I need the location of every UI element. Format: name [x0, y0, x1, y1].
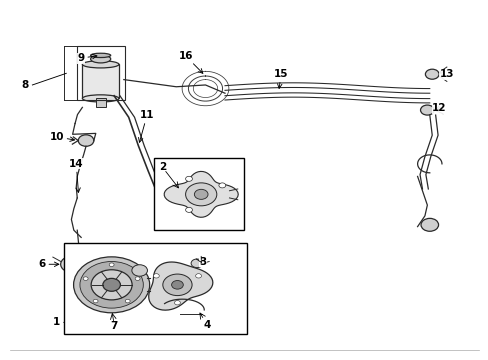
Text: 12: 12 — [431, 103, 446, 113]
Circle shape — [83, 277, 88, 280]
Circle shape — [163, 274, 192, 296]
Circle shape — [425, 69, 438, 79]
Text: 1: 1 — [53, 317, 108, 328]
Circle shape — [73, 257, 149, 313]
Circle shape — [102, 278, 120, 291]
Circle shape — [109, 263, 114, 266]
Ellipse shape — [82, 95, 119, 102]
Text: 9: 9 — [78, 53, 97, 63]
Circle shape — [93, 299, 98, 303]
Text: 3: 3 — [199, 257, 206, 266]
Polygon shape — [164, 171, 238, 217]
Bar — [96, 98, 105, 107]
Text: 2: 2 — [159, 162, 166, 172]
Bar — [154, 158, 244, 230]
Circle shape — [78, 135, 94, 146]
Text: 7: 7 — [110, 321, 118, 331]
Text: 6: 6 — [39, 259, 59, 269]
Ellipse shape — [90, 55, 110, 63]
Text: 13: 13 — [438, 69, 453, 79]
Circle shape — [66, 261, 76, 268]
Polygon shape — [148, 262, 212, 310]
Text: 15: 15 — [273, 69, 288, 89]
Circle shape — [132, 265, 147, 276]
Circle shape — [420, 219, 438, 231]
Circle shape — [185, 207, 192, 212]
Text: 11: 11 — [138, 111, 154, 142]
Circle shape — [174, 301, 180, 305]
Circle shape — [171, 280, 183, 289]
Bar — [82, 64, 119, 98]
Circle shape — [61, 256, 82, 272]
Circle shape — [420, 105, 433, 115]
Text: 8: 8 — [21, 80, 29, 90]
Text: 16: 16 — [179, 51, 203, 73]
Circle shape — [194, 189, 207, 199]
Text: 5: 5 — [199, 179, 209, 189]
Circle shape — [185, 176, 192, 181]
Text: 4: 4 — [203, 320, 210, 330]
Circle shape — [205, 193, 215, 200]
Bar — [76, 46, 124, 100]
Circle shape — [80, 261, 143, 308]
Circle shape — [185, 183, 216, 206]
Text: 10: 10 — [49, 132, 74, 142]
Ellipse shape — [90, 53, 110, 58]
Ellipse shape — [82, 61, 119, 68]
Circle shape — [195, 274, 201, 278]
Circle shape — [219, 183, 225, 188]
Circle shape — [125, 299, 130, 303]
Circle shape — [153, 274, 159, 278]
Text: 14: 14 — [69, 159, 83, 192]
Circle shape — [191, 259, 203, 267]
Bar — [64, 243, 246, 334]
Circle shape — [135, 277, 140, 280]
Circle shape — [91, 270, 132, 300]
